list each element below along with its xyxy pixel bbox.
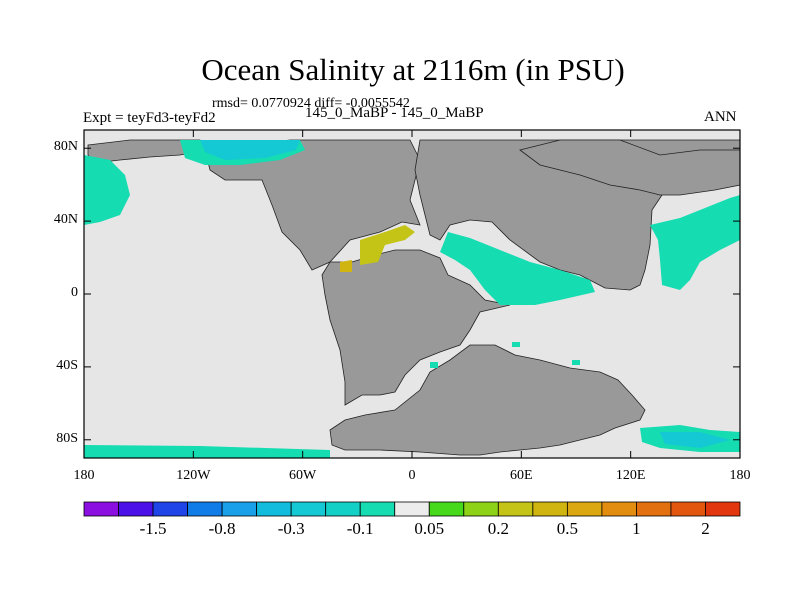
colorbar-swatch bbox=[325, 501, 361, 517]
y-tick-label: 40S bbox=[56, 357, 78, 373]
land-layer bbox=[87, 139, 741, 456]
colorbar-label: 1 bbox=[632, 519, 641, 538]
colorbar-swatch bbox=[497, 501, 534, 517]
colorbar-label: 0.2 bbox=[487, 519, 509, 538]
colorbar-swatch bbox=[636, 501, 672, 517]
y-tick-label: 40N bbox=[53, 212, 78, 228]
y-tick-label: 80S bbox=[56, 430, 78, 446]
colorbar-swatch bbox=[118, 501, 154, 517]
colorbar-swatch bbox=[428, 501, 465, 517]
colorbar-swatch bbox=[566, 501, 603, 517]
colorbar-swatch bbox=[83, 501, 119, 517]
map-panel bbox=[83, 129, 741, 459]
colorbar-swatch bbox=[290, 501, 327, 517]
season-label: ANN bbox=[704, 109, 737, 125]
experiment-label: Expt = teyFd3-teyFd2 bbox=[83, 110, 216, 126]
colorbar-swatch bbox=[359, 501, 396, 517]
colorbar-swatch bbox=[152, 501, 188, 517]
x-tick-label: 60E bbox=[510, 468, 533, 483]
colorbar-swatch bbox=[601, 501, 637, 517]
anomaly-tethys-negative bbox=[440, 232, 595, 305]
x-tick-label: 180 bbox=[729, 468, 751, 483]
x-tick-label: 0 bbox=[408, 468, 416, 483]
colorbar-swatch bbox=[187, 501, 223, 517]
colorbar-label: -0.8 bbox=[208, 519, 236, 538]
anomaly-antarctic-cyan bbox=[660, 432, 730, 448]
colorbar bbox=[83, 501, 741, 517]
colorbar-label: 0.5 bbox=[556, 519, 578, 538]
colorbar-label: 0.05 bbox=[414, 519, 445, 538]
colorbar-swatch bbox=[256, 501, 292, 517]
anomaly-south-negative bbox=[84, 445, 330, 458]
anomaly-small-patch bbox=[430, 362, 438, 368]
colorbar-swatch bbox=[670, 501, 706, 517]
anomaly-atlantic-orange bbox=[340, 260, 352, 272]
y-tick-label: 0 bbox=[71, 285, 78, 300]
colorbar-swatch bbox=[463, 501, 499, 517]
stats-label: rmsd= 0.0770924 diff= -0.0055542 bbox=[212, 96, 410, 111]
x-tick-label: 120W bbox=[176, 468, 211, 483]
land-south-america-africa bbox=[321, 249, 511, 406]
colorbar-swatch bbox=[532, 501, 568, 517]
colorbar-label: -1.5 bbox=[139, 519, 167, 538]
x-tick-label: 120E bbox=[615, 468, 646, 483]
anomaly-nw-negative bbox=[84, 155, 130, 225]
colorbar-label: -0.3 bbox=[277, 519, 305, 538]
anomaly-small-patch-3 bbox=[512, 342, 520, 347]
colorbar-swatch bbox=[705, 501, 741, 517]
land-east-asia bbox=[519, 139, 741, 196]
land-antarctica bbox=[329, 344, 646, 456]
x-tick-label: 180 bbox=[73, 468, 95, 483]
colorbar-swatch bbox=[394, 501, 430, 517]
y-tick-label: 80N bbox=[53, 139, 78, 155]
period-label: 145_0_MaBP - 145_0_MaBP bbox=[305, 105, 484, 121]
anomaly-east-negative bbox=[650, 195, 740, 290]
colorbar-label: -0.1 bbox=[346, 519, 374, 538]
anomaly-atlantic-positive bbox=[360, 225, 415, 265]
colorbar-swatch bbox=[221, 501, 258, 517]
x-tick-label: 60W bbox=[289, 468, 317, 483]
anomaly-small-patch-2 bbox=[572, 360, 580, 365]
anomaly-layer bbox=[84, 140, 740, 458]
axis-ticks bbox=[83, 130, 741, 458]
plot-title: Ocean Salinity at 2116m (in PSU) bbox=[201, 52, 625, 87]
anomaly-arctic-cyan bbox=[200, 140, 300, 160]
colorbar-label: 2 bbox=[701, 519, 710, 538]
